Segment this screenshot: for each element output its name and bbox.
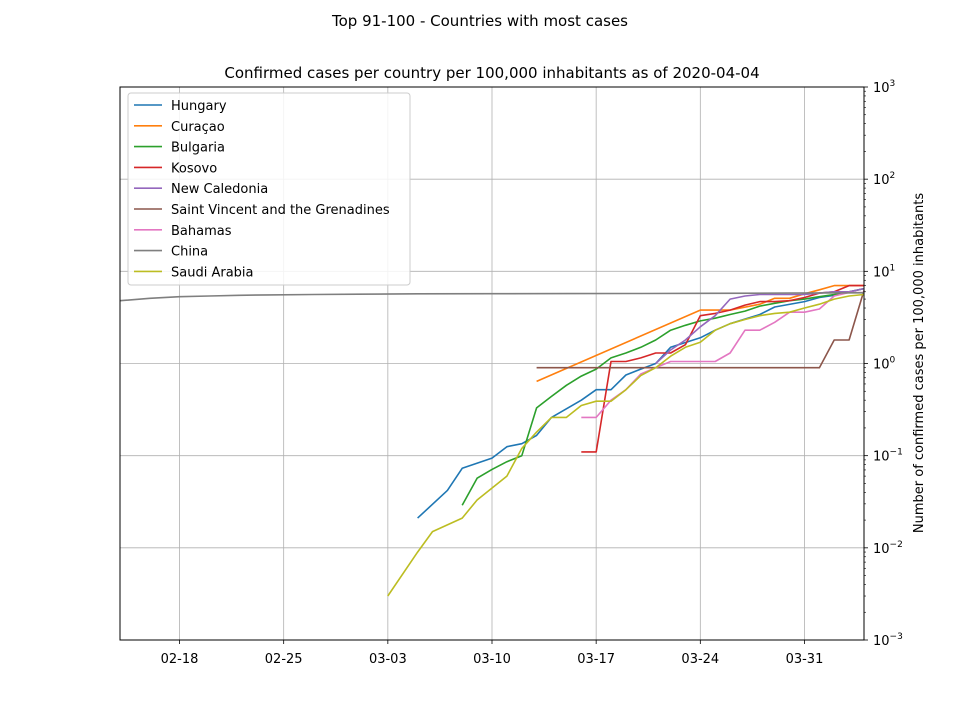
y-axis: 10−3 10−2 10−1 100 101 102 103 bbox=[864, 79, 903, 649]
legend-label: Saudi Arabia bbox=[171, 265, 254, 280]
legend-box bbox=[127, 92, 411, 286]
y-tick-label: 101 bbox=[873, 263, 895, 280]
legend-label: Kosovo bbox=[171, 161, 217, 176]
series-line-cura-ao bbox=[536, 284, 864, 383]
x-tick-label: 02-25 bbox=[265, 652, 303, 667]
y-tick-label: 102 bbox=[873, 171, 895, 188]
x-tick-label: 02-18 bbox=[161, 652, 199, 667]
x-tick-label: 03-31 bbox=[786, 652, 824, 667]
y-tick-label: 10−1 bbox=[873, 448, 903, 465]
legend: Hungary Curaçao Bulgaria Kosovo New Caledoni… bbox=[127, 92, 411, 286]
legend-label: Bahamas bbox=[171, 224, 232, 239]
series-line-hungary bbox=[417, 287, 865, 519]
y-tick-label: 103 bbox=[873, 79, 895, 96]
legend-label: Bulgaria bbox=[171, 141, 225, 156]
series-line-saint-vincent-and-the-grenadines bbox=[536, 290, 865, 369]
x-tick-label: 03-03 bbox=[369, 652, 407, 667]
y-tick-label: 10−2 bbox=[873, 540, 903, 557]
series-line-china bbox=[119, 291, 865, 302]
x-tick-label: 03-10 bbox=[473, 652, 511, 667]
y-tick-label: 100 bbox=[873, 356, 896, 373]
plot-series bbox=[119, 284, 865, 597]
chart-title: Confirmed cases per country per 100,000 … bbox=[224, 64, 759, 82]
legend-label: Hungary bbox=[171, 99, 227, 114]
chart-suptitle: Top 91-100 - Countries with most cases bbox=[331, 12, 628, 30]
legend-label: China bbox=[171, 245, 208, 260]
legend-label: New Caledonia bbox=[171, 182, 268, 197]
y-tick-label: 10−3 bbox=[873, 632, 903, 649]
legend-label: Curaçao bbox=[171, 120, 225, 135]
x-tick-label: 03-24 bbox=[681, 652, 719, 667]
series-line-saudi-arabia bbox=[387, 293, 865, 597]
series-line-bulgaria bbox=[461, 287, 865, 506]
x-tick-label: 03-17 bbox=[577, 652, 615, 667]
y-axis-label: Number of confirmed cases per 100,000 in… bbox=[912, 193, 927, 533]
legend-label: Saint Vincent and the Grenadines bbox=[171, 203, 390, 218]
x-axis: 02-18 02-25 03-03 03-10 03-17 03-24 03-31 bbox=[161, 640, 824, 667]
